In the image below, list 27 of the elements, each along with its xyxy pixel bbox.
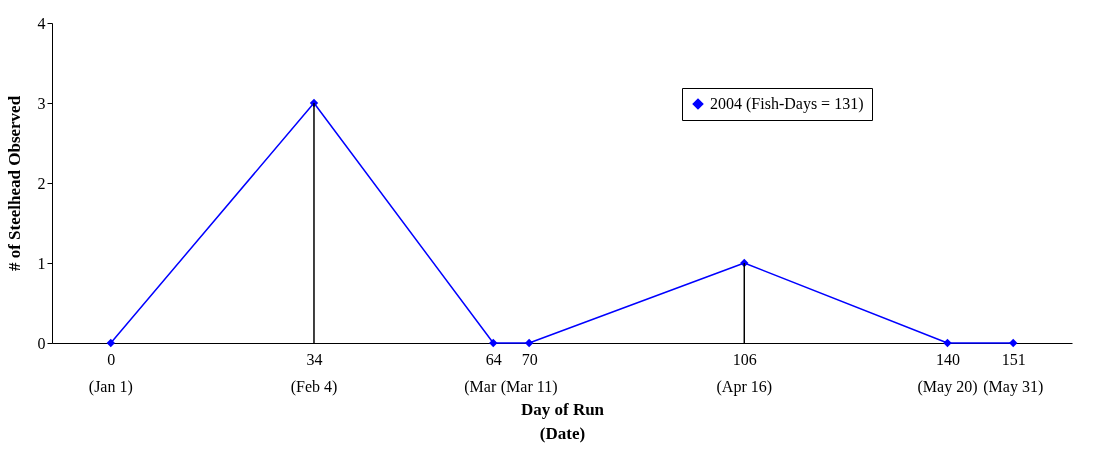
x-tick-label: 70 xyxy=(521,350,538,368)
point xyxy=(106,338,115,348)
point xyxy=(524,338,534,348)
text: (May 31) xyxy=(983,378,1044,396)
y-tick-label: 2 xyxy=(37,174,46,192)
y-axis-title: # of Steelhead Observed xyxy=(4,95,24,272)
x-tick-label: 64 xyxy=(485,350,502,368)
text: (Feb 4) xyxy=(290,378,338,396)
point xyxy=(489,338,498,348)
y-tick-label: 4 xyxy=(37,14,46,32)
x-tick-label: 140 xyxy=(935,350,960,368)
y-tick-label: 1 xyxy=(37,254,46,272)
text: (Mar xyxy=(464,378,497,396)
text: (Apr 16) xyxy=(716,378,773,396)
text: (Mar 11) xyxy=(500,378,558,396)
x-tick-label: 0 xyxy=(107,350,116,368)
text: (May 20) xyxy=(917,378,978,396)
legend-label: 2004 (Fish-Days = 131) xyxy=(710,95,864,113)
y-tick-label: 0 xyxy=(37,334,46,352)
text: (Jan 1) xyxy=(88,378,133,396)
point xyxy=(1009,338,1018,348)
y-tick-label: 3 xyxy=(37,94,46,112)
x-tick-label: 151 xyxy=(1001,350,1026,368)
x-tick-label: 34 xyxy=(306,350,323,368)
point xyxy=(943,338,952,348)
x-axis-title: Day of Run (Date) xyxy=(520,399,605,443)
x-tick-label: 106 xyxy=(732,350,757,368)
